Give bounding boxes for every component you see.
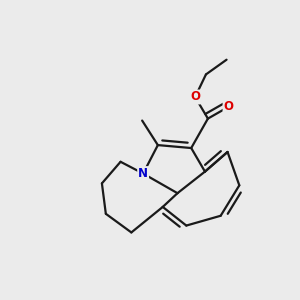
Text: O: O — [224, 100, 233, 113]
Text: O: O — [190, 91, 200, 103]
Text: N: N — [138, 167, 148, 180]
